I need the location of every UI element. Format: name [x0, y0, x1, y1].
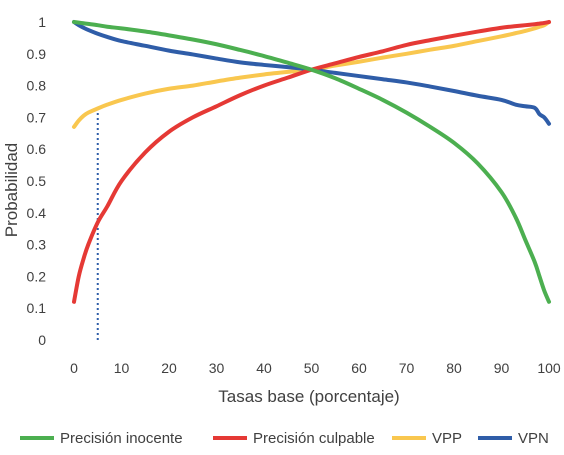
y-tick-label: 0.2: [27, 268, 47, 284]
y-tick-label: 0.3: [27, 237, 47, 253]
series-line-2: [72, 20, 551, 129]
x-tick-label: 40: [256, 360, 272, 376]
x-tick-label: 100: [537, 360, 561, 376]
series-line-3: [72, 20, 551, 126]
y-tick-label: 0.9: [27, 46, 47, 62]
x-tick-label: 0: [70, 360, 78, 376]
x-tick-label: 10: [114, 360, 130, 376]
x-tick-label: 80: [446, 360, 462, 376]
y-axis-ticks: 0 0.1 0.2 0.3 0.4 0.5 0.6 0.7 0.8 0.9 1: [27, 14, 47, 348]
x-tick-label: 50: [304, 360, 320, 376]
x-tick-label: 70: [399, 360, 415, 376]
x-axis-ticks: 0 10 20 30 40 50 60 70 80 90 100: [70, 360, 561, 376]
y-tick-label: 0.5: [27, 173, 47, 189]
x-tick-label: 90: [494, 360, 510, 376]
legend-label: VPP: [432, 430, 462, 447]
legend-label: Precisión culpable: [253, 430, 375, 447]
legend: Precisión inocente Precisión culpable VPP V…: [20, 430, 549, 447]
y-tick-label: 0.1: [27, 300, 47, 316]
series-group: [72, 20, 551, 304]
y-tick-label: 0.8: [27, 78, 47, 94]
legend-label: VPN: [518, 430, 549, 447]
legend-label: Precisión inocente: [60, 430, 183, 447]
x-tick-label: 60: [351, 360, 367, 376]
y-tick-label: 0.6: [27, 141, 47, 157]
y-tick-label: 0.7: [27, 109, 47, 125]
series-line-0: [72, 20, 551, 304]
x-axis-label: Tasas base (porcentaje): [218, 387, 399, 406]
y-tick-label: 1: [38, 14, 46, 30]
y-axis-label: Probabilidad: [2, 143, 21, 238]
y-tick-label: 0: [38, 332, 46, 348]
y-tick-label: 0.4: [27, 205, 47, 221]
x-tick-label: 20: [161, 360, 177, 376]
x-tick-label: 30: [209, 360, 225, 376]
